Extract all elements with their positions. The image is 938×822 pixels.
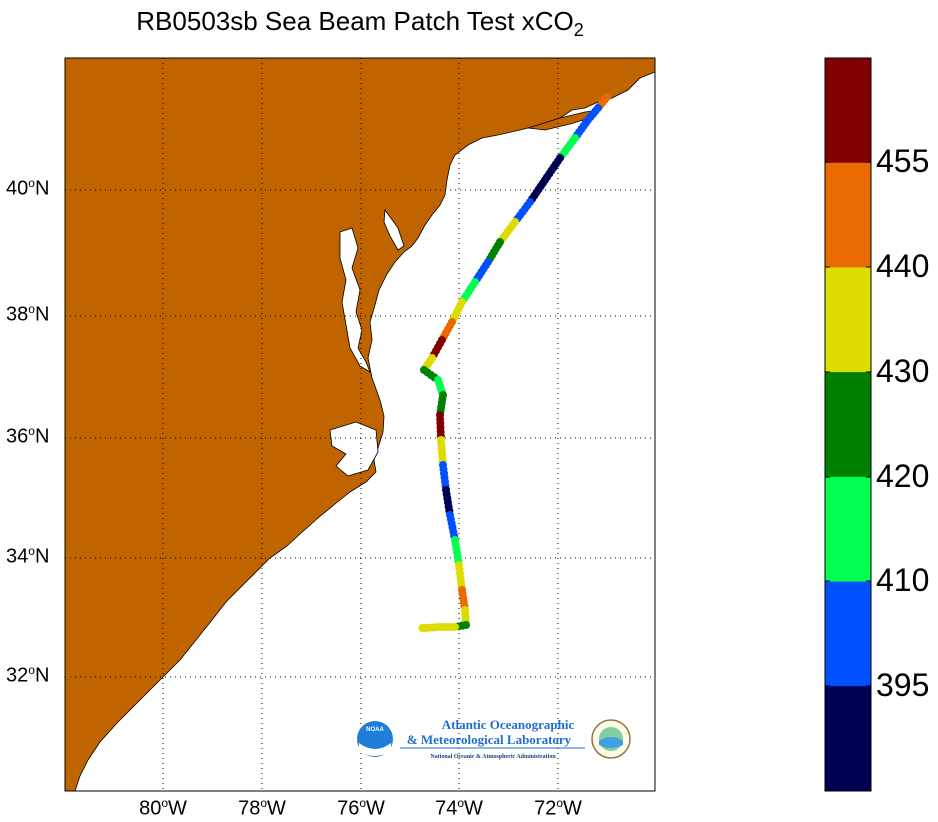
chart-title: RB0503sb Sea Beam Patch Test xCO2 [136,6,584,41]
lon-tick-80: 80oW [139,796,187,820]
lon-tick-78: 78oW [238,796,286,820]
colorbar-band [825,162,871,268]
map-frame [64,57,656,792]
colorbar-tick-440: 440 [876,248,930,284]
cruise-track [418,93,611,632]
colorbar-tick-430: 430 [876,353,930,389]
colorbar-frame [824,57,872,792]
lat-tick-36: 36oN [6,424,50,448]
pamlico-sound [329,421,379,477]
track-point [418,624,427,632]
colorbar-band [825,58,871,164]
colorbar-tick-455: 455 [876,143,930,179]
lat-tick-40: 40oN [6,176,50,200]
logo-line1: Atlantic Oceanographic [442,717,575,732]
lat-tick-32: 32oN [6,663,50,687]
logo-line3: National Oceanic & Atmospheric Administr… [430,754,556,760]
colorbar-band [825,581,871,687]
grid [65,58,655,791]
colorbar [825,58,871,792]
lon-tick-76: 76oW [337,796,385,820]
delaware-bay [383,208,405,251]
colorbar-band [825,372,871,478]
lat-tick-38: 38oN [6,302,50,326]
chesapeake-bay [339,227,371,373]
colorbar-band [825,267,871,373]
logo-line2: & Meteorological Laboratory [407,732,572,747]
colorbar-band [825,686,871,792]
lon-tick-72: 72oW [534,796,582,820]
lat-tick-34: 34oN [6,544,50,568]
colorbar-band [825,476,871,583]
colorbar-tick-marks [825,161,871,687]
colorbar-tick-420: 420 [876,458,930,494]
colorbar-tick-395: 395 [876,667,930,703]
colorbar-tick-410: 410 [876,562,930,598]
aoml-logo: NOAA Atlantic Oceanographic & Meteorolog… [355,715,635,765]
noaa-badge-text: NOAA [366,727,384,733]
lon-tick-74: 74oW [435,796,483,820]
